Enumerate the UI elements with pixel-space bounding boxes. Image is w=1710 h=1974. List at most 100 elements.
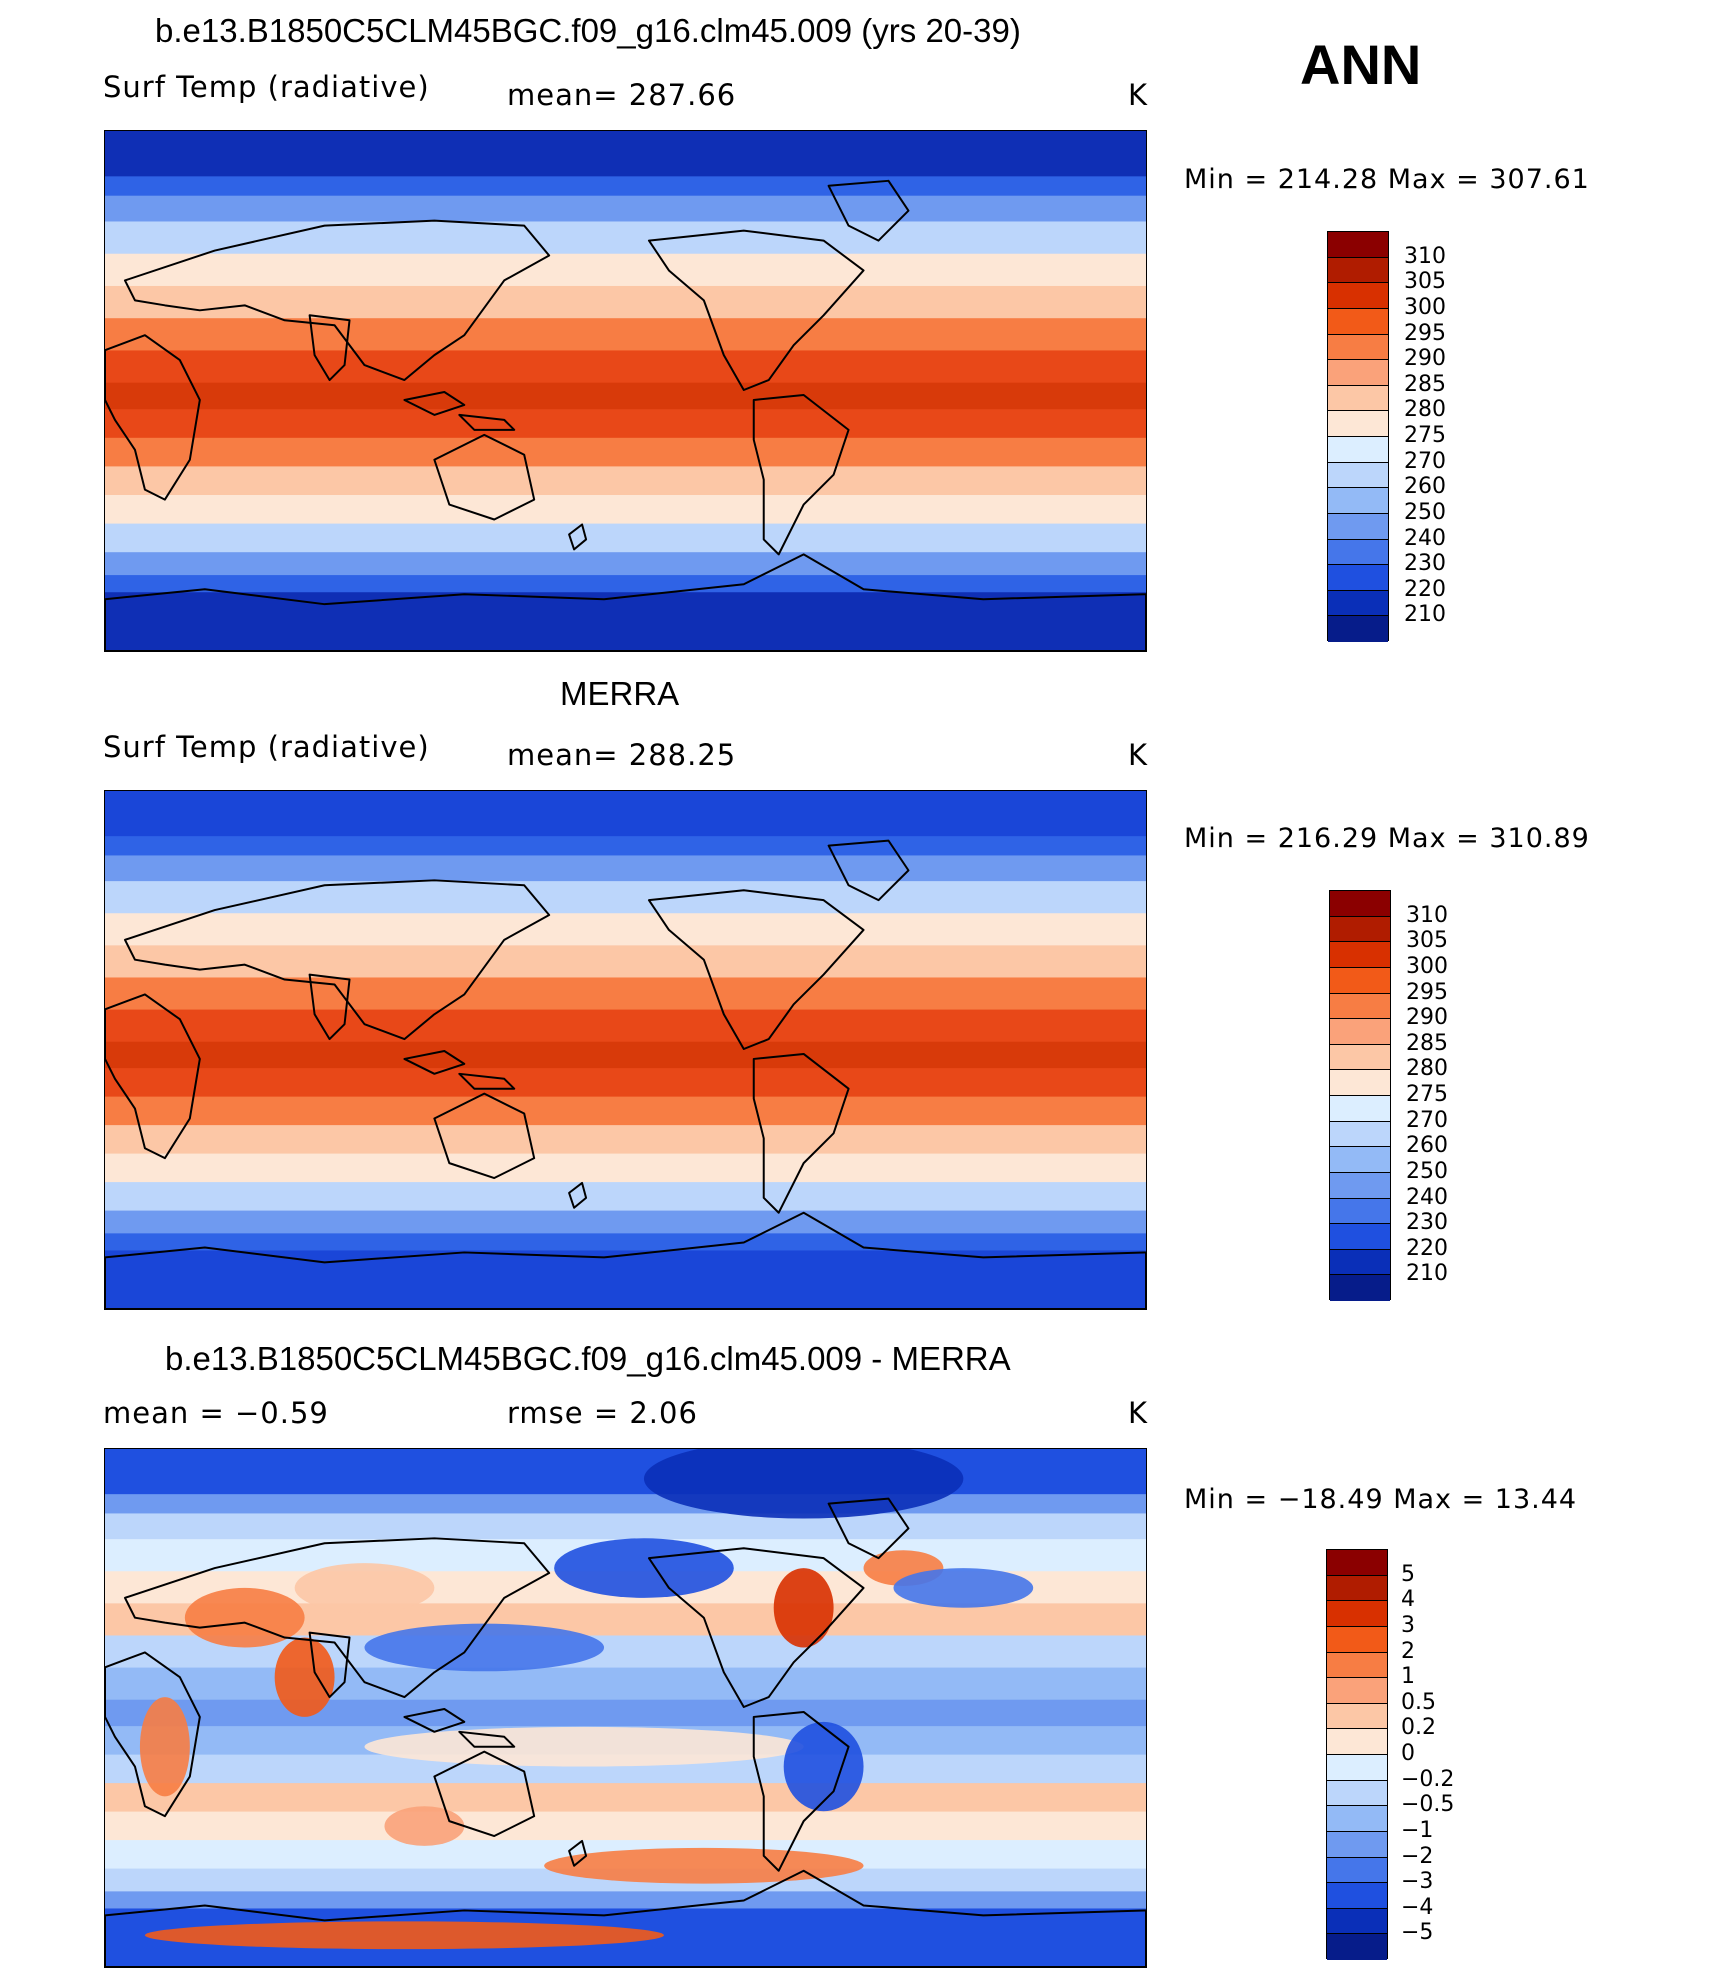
colorbar-tick-label: −4 — [1401, 1894, 1434, 1920]
panel-1-variable-label: Surf Temp (radiative) — [103, 70, 430, 104]
colorbar-tick-label: 260 — [1404, 474, 1446, 500]
colorbar-tick-label: 260 — [1406, 1133, 1448, 1159]
colorbar-tick-label: 305 — [1406, 928, 1448, 954]
colorbar-cell — [1328, 411, 1388, 437]
colorbar-tick-label: 290 — [1406, 1005, 1448, 1031]
colorbar-tick-label: −0.2 — [1401, 1766, 1455, 1792]
colorbar-tick-label: −2 — [1401, 1843, 1434, 1869]
panel-2-mean-label: mean= 288.25 — [507, 738, 737, 772]
colorbar-tick-label: 280 — [1406, 1056, 1448, 1082]
panel-3-mean-label: mean = −0.59 — [103, 1396, 329, 1430]
colorbar-cell — [1328, 616, 1388, 642]
panel-1-units-label: K — [1128, 78, 1149, 112]
map-anomaly-patch — [644, 1449, 964, 1519]
colorbar-tick-label: 220 — [1406, 1235, 1448, 1261]
panel-3-title: b.e13.B1850C5CLM45BGC.f09_g16.clm45.009 … — [165, 1340, 1011, 1377]
colorbar-tick-label: 240 — [1406, 1184, 1448, 1210]
coastline — [403, 390, 466, 416]
colorbar-tick-label: 280 — [1404, 397, 1446, 423]
colorbar-tick-label: 5 — [1401, 1561, 1415, 1587]
colorbar-tick-label: 220 — [1404, 576, 1446, 602]
colorbar-tick-label: 285 — [1404, 371, 1446, 397]
coastline — [752, 1052, 850, 1214]
colorbar-cell — [1327, 1934, 1387, 1960]
colorbar-tick-label: 210 — [1406, 1261, 1448, 1287]
colorbar-cell — [1330, 993, 1390, 1020]
colorbar-cell — [1330, 916, 1390, 943]
panel-2-variable-label: Surf Temp (radiative) — [103, 730, 430, 764]
colorbar-cell — [1328, 539, 1388, 566]
colorbar-cell — [1330, 1275, 1390, 1301]
colorbar-cell — [1330, 1044, 1390, 1071]
colorbar-cell — [1327, 1831, 1387, 1858]
panel-1-mean-label: mean= 287.66 — [507, 78, 737, 112]
coastline — [568, 1181, 588, 1209]
panel-1-title: b.e13.B1850C5CLM45BGC.f09_g16.clm45.009 … — [155, 12, 1021, 49]
map-temperature-band — [105, 382, 1146, 410]
colorbar-cell — [1330, 1121, 1390, 1148]
colorbar-cell — [1328, 565, 1388, 591]
map-anomaly-patch — [554, 1538, 734, 1598]
colorbar-cell — [1330, 967, 1390, 994]
coastline — [308, 1631, 351, 1699]
colorbar-cell — [1327, 1857, 1387, 1884]
coastline — [105, 1211, 1146, 1309]
coastline — [433, 1750, 536, 1838]
colorbar-tick-label: 295 — [1404, 320, 1446, 346]
coastline — [568, 1839, 588, 1867]
panel-3-minmax: Min = −18.49 Max = 13.44 — [1184, 1484, 1578, 1515]
colorbar-cell — [1327, 1883, 1387, 1909]
colorbar-tick-label: 0.2 — [1401, 1715, 1436, 1741]
map-anomaly-patch — [544, 1847, 864, 1884]
colorbar-tick-label: 0.5 — [1401, 1689, 1436, 1715]
colorbar-tick-label: −1 — [1401, 1817, 1434, 1843]
panel-2-colorbar-ticks: 310 305 300 295 290 285 280 275 270 260 250 240 230 2… — [1406, 890, 1506, 1300]
colorbar-tick-label: 275 — [1406, 1082, 1448, 1107]
colorbar-cell — [1327, 1729, 1387, 1755]
panel-3-rmse-label: rmse = 2.06 — [507, 1396, 698, 1430]
map-temperature-band — [105, 1699, 1146, 1727]
colorbar-cell — [1328, 232, 1388, 258]
coastline — [752, 393, 850, 556]
coastline — [105, 553, 1146, 651]
colorbar-cell — [1328, 360, 1388, 386]
colorbar-cell — [1327, 1626, 1387, 1653]
panel-3-colorbar-ticks: 5 4 3 2 1 0.5 0.2 0 −0.2 −0.5 −1 −2 −3 −4 −5 — [1401, 1549, 1511, 1959]
colorbar-cell — [1330, 1096, 1390, 1122]
colorbar-tick-label: 310 — [1404, 243, 1446, 269]
panel-3-units-label: K — [1128, 1396, 1149, 1430]
coastline — [827, 179, 910, 242]
colorbar-tick-label: 300 — [1404, 294, 1446, 320]
map-anomaly-patch — [274, 1637, 335, 1717]
colorbar-cell — [1328, 385, 1388, 412]
coastline — [647, 1547, 865, 1708]
coastline — [105, 334, 201, 501]
colorbar-tick-label: 270 — [1404, 448, 1446, 474]
colorbar-cell — [1327, 1652, 1387, 1679]
coastline — [403, 1049, 466, 1075]
coastline — [308, 314, 351, 382]
coastline — [123, 1537, 551, 1699]
colorbar-cell — [1328, 308, 1388, 335]
colorbar-tick-label: −5 — [1401, 1920, 1434, 1946]
map-anomaly-patch — [773, 1568, 834, 1648]
coastline — [752, 1710, 850, 1872]
coastline — [568, 523, 588, 551]
colorbar-cell — [1330, 942, 1390, 968]
panel-3-map-graphic — [105, 1449, 1146, 1967]
map-anomaly-patch — [384, 1806, 465, 1846]
coastline — [123, 219, 551, 382]
map-anomaly-patch — [364, 1623, 605, 1672]
colorbar-cell — [1327, 1601, 1387, 1627]
colorbar-tick-label: 310 — [1406, 902, 1448, 928]
coastline — [433, 433, 536, 521]
colorbar-cell — [1327, 1908, 1387, 1935]
colorbar-tick-label: −0.5 — [1401, 1792, 1455, 1818]
map-anomaly-patch — [144, 1921, 664, 1950]
colorbar-cell — [1330, 1019, 1390, 1045]
colorbar-tick-label: 285 — [1406, 1030, 1448, 1056]
colorbar-cell — [1330, 1147, 1390, 1173]
map-temperature-band — [105, 1041, 1146, 1069]
coastline — [458, 413, 516, 431]
coastline — [458, 1072, 516, 1090]
